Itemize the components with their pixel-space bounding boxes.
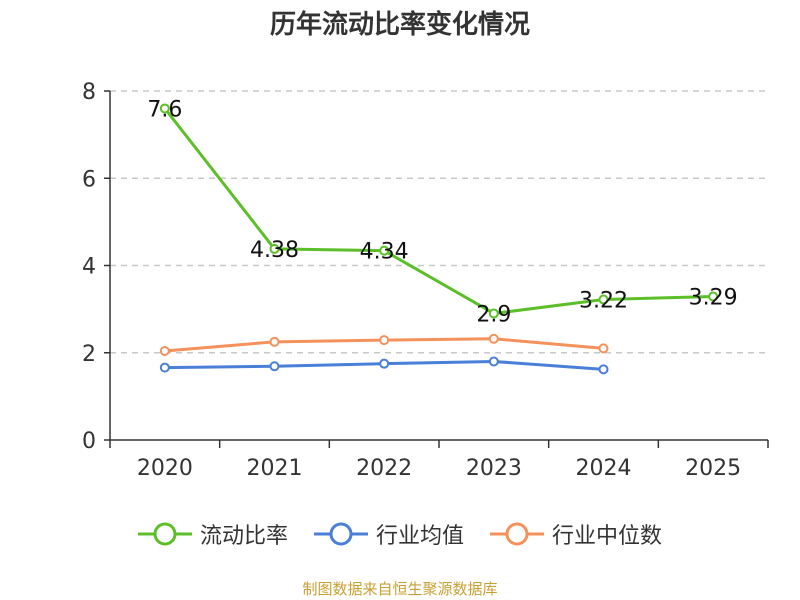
data-label: 3.22 bbox=[579, 289, 628, 314]
chart-title: 历年流动比率变化情况 bbox=[269, 10, 530, 40]
x-tick-label: 2020 bbox=[137, 456, 193, 481]
data-label: 3.29 bbox=[689, 285, 738, 310]
x-tick-label: 2022 bbox=[356, 456, 412, 481]
legend-marker-industry-median bbox=[490, 522, 544, 546]
data-point[interactable] bbox=[379, 335, 390, 346]
legend-marker-current-ratio bbox=[137, 522, 192, 546]
data-point[interactable] bbox=[598, 364, 609, 375]
data-point[interactable] bbox=[379, 245, 390, 256]
legend-item-industry-mean[interactable]: 行业均值 bbox=[313, 518, 464, 550]
data-point[interactable] bbox=[708, 291, 719, 302]
y-axis-ticks: 0 2 4 6 8 bbox=[82, 80, 110, 454]
y-tick-label: 2 bbox=[82, 342, 96, 367]
data-label: 2.9 bbox=[476, 302, 511, 327]
x-tick-label: 2025 bbox=[685, 456, 741, 481]
legend: 流动比率 行业均值 行业中位数 bbox=[0, 518, 800, 550]
data-point[interactable] bbox=[598, 343, 609, 354]
data-label: 4.38 bbox=[250, 238, 299, 263]
y-tick-label: 0 bbox=[82, 429, 96, 454]
gridlines bbox=[110, 90, 768, 354]
data-point[interactable] bbox=[159, 103, 170, 114]
legend-item-current-ratio[interactable]: 流动比率 bbox=[137, 518, 288, 550]
data-point[interactable] bbox=[269, 361, 280, 372]
data-labels: 7.6 4.38 4.34 2.9 3.22 3.29 bbox=[147, 97, 737, 327]
legend-label-industry-median: 行业中位数 bbox=[552, 524, 663, 549]
y-tick-label: 4 bbox=[82, 255, 96, 280]
data-point[interactable] bbox=[379, 358, 390, 369]
y-tick-label: 6 bbox=[82, 167, 96, 192]
data-point[interactable] bbox=[488, 308, 499, 319]
axes bbox=[109, 91, 768, 441]
data-point[interactable] bbox=[269, 336, 280, 347]
data-point[interactable] bbox=[159, 362, 170, 373]
legend-label-industry-mean: 行业均值 bbox=[375, 524, 464, 549]
data-label: 4.34 bbox=[360, 240, 409, 265]
data-point[interactable] bbox=[488, 333, 499, 344]
series-group bbox=[159, 103, 719, 375]
legend-label-current-ratio: 流动比率 bbox=[199, 524, 288, 549]
data-point[interactable] bbox=[159, 346, 170, 357]
legend-marker-industry-mean bbox=[313, 522, 368, 546]
data-source-note: 制图数据来自恒生聚源数据库 bbox=[302, 580, 498, 598]
x-tick-label: 2024 bbox=[576, 456, 632, 481]
data-point[interactable] bbox=[598, 294, 609, 305]
y-tick-label: 8 bbox=[82, 80, 96, 105]
data-point[interactable] bbox=[269, 243, 280, 254]
legend-item-industry-median[interactable]: 行业中位数 bbox=[490, 518, 662, 550]
x-axis-ticks: 2020 2021 2022 2023 2024 2025 bbox=[109, 440, 769, 481]
data-point[interactable] bbox=[488, 356, 499, 367]
x-tick-label: 2023 bbox=[466, 456, 522, 481]
data-label: 7.6 bbox=[147, 97, 182, 122]
x-tick-label: 2021 bbox=[247, 456, 303, 481]
series-line-0 bbox=[163, 107, 714, 315]
